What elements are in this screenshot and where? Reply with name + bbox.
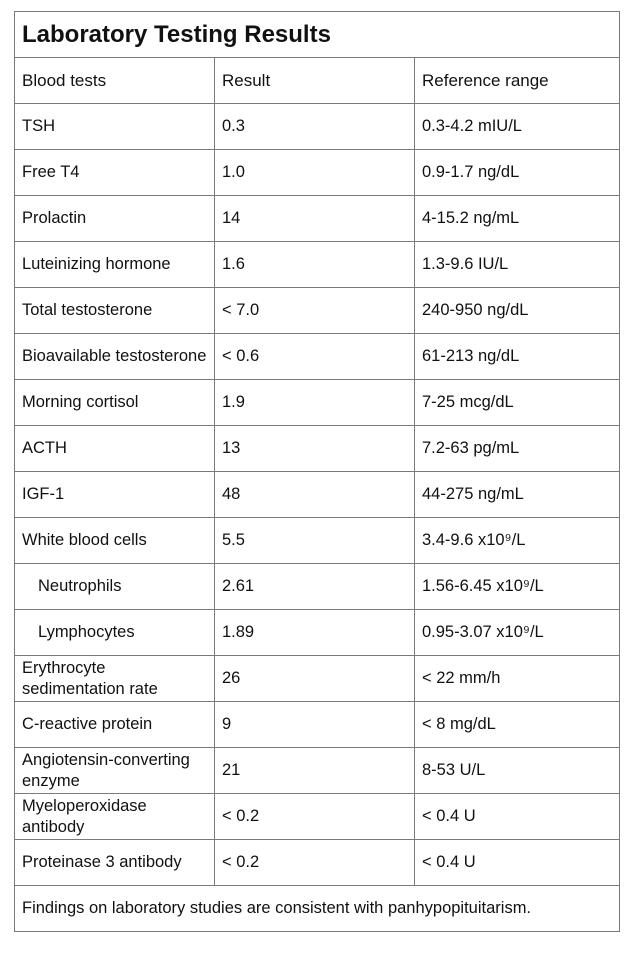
cell-reference-range: 61-213 ng/dL	[414, 333, 620, 380]
table-row: Myeloperoxidase antibody < 0.2 < 0.4 U	[14, 793, 620, 840]
cell-reference-range: < 22 mm/h	[414, 655, 620, 702]
cell-result: < 0.6	[214, 333, 415, 380]
cell-result: < 0.2	[214, 793, 415, 840]
cell-reference-range: 0.9-1.7 ng/dL	[414, 149, 620, 196]
header-row: Blood tests Result Reference range	[14, 57, 620, 104]
cell-result: 13	[214, 425, 415, 472]
cell-result: 14	[214, 195, 415, 242]
cell-reference-range: 7-25 mcg/dL	[414, 379, 620, 426]
cell-result: 1.89	[214, 609, 415, 656]
cell-test-name: Angiotensin-converting enzyme	[14, 747, 215, 794]
table-title: Laboratory Testing Results	[14, 11, 620, 58]
cell-result: 48	[214, 471, 415, 518]
cell-reference-range: 1.3-9.6 IU/L	[414, 241, 620, 288]
cell-result: 1.9	[214, 379, 415, 426]
cell-test-name: Neutrophils	[14, 563, 215, 610]
table-row: Proteinase 3 antibody < 0.2 < 0.4 U	[14, 839, 620, 886]
cell-result: 1.6	[214, 241, 415, 288]
cell-test-name: TSH	[14, 103, 215, 150]
footer-note: Findings on laboratory studies are consi…	[14, 885, 620, 932]
table-row: C-reactive protein 9 < 8 mg/dL	[14, 701, 620, 748]
cell-reference-range: 44-275 ng/mL	[414, 471, 620, 518]
cell-test-name: IGF-1	[14, 471, 215, 518]
footer-row: Findings on laboratory studies are consi…	[14, 885, 620, 932]
cell-test-name: White blood cells	[14, 517, 215, 564]
table-row: Angiotensin-converting enzyme 21 8-53 U/L	[14, 747, 620, 794]
cell-result: < 7.0	[214, 287, 415, 334]
cell-test-name: ACTH	[14, 425, 215, 472]
header-result: Result	[214, 57, 415, 104]
cell-test-name: Myeloperoxidase antibody	[14, 793, 215, 840]
cell-test-name: Bioavailable testosterone	[14, 333, 215, 380]
cell-result: 2.61	[214, 563, 415, 610]
cell-reference-range: 0.3-4.2 mIU/L	[414, 103, 620, 150]
title-row: Laboratory Testing Results	[14, 11, 620, 58]
cell-result: < 0.2	[214, 839, 415, 886]
cell-reference-range: 1.56-6.45 x10⁹/L	[414, 563, 620, 610]
cell-test-name: Total testosterone	[14, 287, 215, 334]
header-reference-range: Reference range	[414, 57, 620, 104]
cell-result: 1.0	[214, 149, 415, 196]
lab-results-table: Laboratory Testing Results Blood tests R…	[14, 11, 620, 932]
cell-reference-range: 4-15.2 ng/mL	[414, 195, 620, 242]
table-row: Neutrophils 2.61 1.56-6.45 x10⁹/L	[14, 563, 620, 610]
table-row: TSH 0.3 0.3-4.2 mIU/L	[14, 103, 620, 150]
table-row: IGF-1 48 44-275 ng/mL	[14, 471, 620, 518]
cell-test-name: Morning cortisol	[14, 379, 215, 426]
cell-test-name: Luteinizing hormone	[14, 241, 215, 288]
cell-result: 21	[214, 747, 415, 794]
cell-reference-range: < 0.4 U	[414, 839, 620, 886]
cell-reference-range: 8-53 U/L	[414, 747, 620, 794]
table-row: Morning cortisol 1.9 7-25 mcg/dL	[14, 379, 620, 426]
cell-test-name: Free T4	[14, 149, 215, 196]
cell-test-name: C-reactive protein	[14, 701, 215, 748]
cell-result: 9	[214, 701, 415, 748]
table-row: Free T4 1.0 0.9-1.7 ng/dL	[14, 149, 620, 196]
cell-test-name: Erythrocyte sedimentation rate	[14, 655, 215, 702]
cell-reference-range: < 8 mg/dL	[414, 701, 620, 748]
cell-reference-range: 240-950 ng/dL	[414, 287, 620, 334]
table-row: ACTH 13 7.2-63 pg/mL	[14, 425, 620, 472]
cell-reference-range: < 0.4 U	[414, 793, 620, 840]
cell-test-name: Proteinase 3 antibody	[14, 839, 215, 886]
cell-reference-range: 7.2-63 pg/mL	[414, 425, 620, 472]
table-row: Lymphocytes 1.89 0.95-3.07 x10⁹/L	[14, 609, 620, 656]
table-row: Prolactin 14 4-15.2 ng/mL	[14, 195, 620, 242]
cell-reference-range: 0.95-3.07 x10⁹/L	[414, 609, 620, 656]
header-blood-tests: Blood tests	[14, 57, 215, 104]
table-row: Erythrocyte sedimentation rate 26 < 22 mm/…	[14, 655, 620, 702]
table-row: White blood cells 5.5 3.4-9.6 x10⁹/L	[14, 517, 620, 564]
cell-test-name: Prolactin	[14, 195, 215, 242]
table-body: Laboratory Testing Results Blood tests R…	[14, 11, 620, 932]
cell-test-name: Lymphocytes	[14, 609, 215, 656]
cell-result: 0.3	[214, 103, 415, 150]
table-row: Bioavailable testosterone < 0.6 61-213 ng/…	[14, 333, 620, 380]
cell-result: 26	[214, 655, 415, 702]
cell-result: 5.5	[214, 517, 415, 564]
table-row: Luteinizing hormone 1.6 1.3-9.6 IU/L	[14, 241, 620, 288]
table-row: Total testosterone < 7.0 240-950 ng/dL	[14, 287, 620, 334]
cell-reference-range: 3.4-9.6 x10⁹/L	[414, 517, 620, 564]
